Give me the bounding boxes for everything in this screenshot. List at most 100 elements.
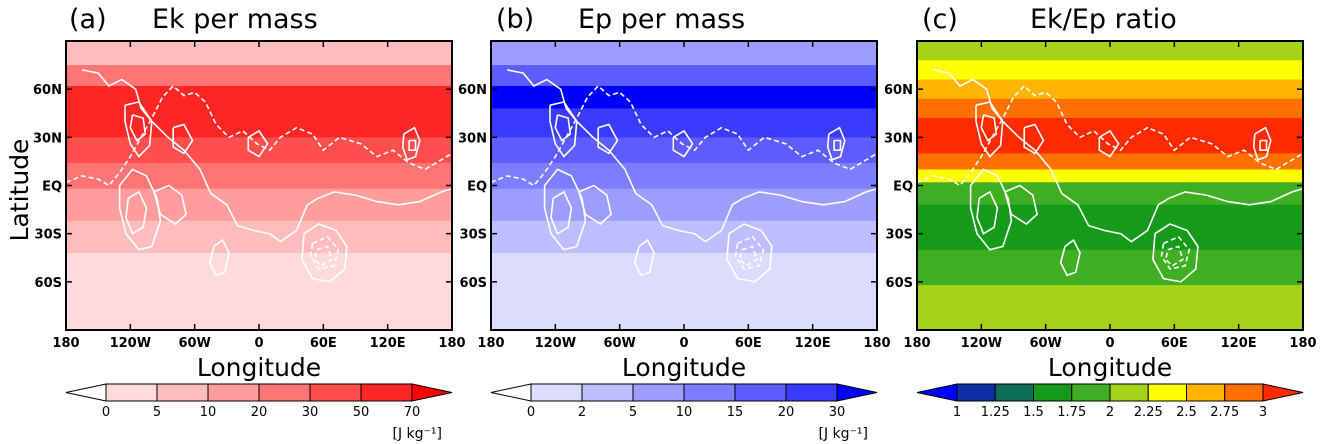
panel-label-c: (c) — [922, 4, 958, 35]
topography-contour — [1059, 238, 1081, 277]
colorbar-tick-label: 0 — [527, 405, 535, 420]
colorbar-segment — [994, 383, 1034, 402]
x-tick-label: 180 — [438, 336, 465, 351]
x-tick-label: 120W — [535, 336, 576, 351]
colorbar-segment — [156, 383, 209, 402]
topography-contour — [124, 101, 153, 158]
topography-contour — [506, 69, 877, 243]
colorbar-segment — [207, 383, 260, 402]
colorbar-tick-label: 5 — [153, 405, 161, 420]
topography-contour — [1164, 245, 1184, 267]
panel-c: (c) Ek/Ep ratio 180 120W 60W 0 60E 120E 180 60N… — [884, 4, 1317, 420]
colorbar-tick-label: 2.25 — [1134, 405, 1163, 420]
y-tick-label: 60S — [35, 276, 62, 291]
x-tick-label: 60E — [1161, 336, 1188, 351]
x-tick-label: 0 — [1105, 336, 1114, 351]
panel-title-b: Ep per mass — [578, 4, 745, 35]
heatmap-band — [917, 41, 1303, 61]
colorbar-arrow-low — [916, 383, 958, 402]
heatmap-band — [917, 285, 1303, 330]
topography-contour — [726, 223, 773, 283]
panel-b: (b) Ep per mass 180 120W 60W 0 60E 120E 180 60N… — [458, 4, 891, 442]
x-axis-title-a: Longitude — [197, 353, 321, 382]
topography-contour — [578, 184, 612, 226]
topography-contour — [734, 235, 765, 270]
x-tick-label: 180 — [903, 336, 930, 351]
topography-contours-c — [917, 69, 1303, 283]
heatmap-band — [66, 65, 452, 87]
heatmap-band — [66, 163, 452, 190]
topography-contour — [917, 84, 1303, 187]
colorbar-tick-label: 15 — [727, 405, 744, 420]
topography-contour — [833, 139, 842, 151]
colorbar-segment — [956, 383, 996, 402]
panel-title-c: Ek/Ep ratio — [1030, 4, 1177, 35]
topography-contour — [1160, 235, 1191, 270]
topography-contour — [118, 168, 162, 251]
x-tick-label: 0 — [679, 336, 688, 351]
topography-contour — [550, 190, 573, 235]
x-tick-label: 180 — [1289, 336, 1316, 351]
topography-contour — [153, 184, 187, 226]
topography-contour — [81, 69, 452, 243]
colorbar-tick-label: 3 — [1259, 405, 1267, 420]
topography-contour — [554, 114, 572, 142]
topography-contour — [1259, 139, 1268, 151]
colorbar-tick-label: 2.5 — [1176, 405, 1197, 420]
x-tick-label: 120W — [961, 336, 1002, 351]
colorbar-tick-label: 2 — [578, 405, 586, 420]
colorbar-tick-label: 1.75 — [1057, 405, 1086, 420]
heatmap-a — [66, 41, 452, 330]
topography-contour — [401, 126, 421, 161]
y-tick-label: 60N — [33, 83, 62, 98]
y-tick-label: 30S — [460, 228, 487, 243]
panel-a: (a) Ek per mass 180 120W 60W 0 60E 120E 180 60N… — [5, 4, 466, 442]
topography-contours-b — [491, 69, 877, 283]
colorbar-tick-label: 2 — [1106, 405, 1114, 420]
y-tick-label: 30N — [458, 131, 487, 146]
heatmap-band — [917, 79, 1303, 100]
heatmap-band — [66, 252, 452, 330]
axis-ticks-a: 180 120W 60W 0 60E 120E 180 60N 30N EQ 30S 60S — [33, 41, 466, 351]
x-tick-label: 0 — [254, 336, 263, 351]
colorbar-segment — [1071, 383, 1111, 402]
y-tick-label: 60N — [884, 83, 913, 98]
colorbar-segment — [1109, 383, 1149, 402]
colorbar-arrow-high — [836, 383, 878, 402]
topography-contour — [1152, 223, 1199, 283]
axis-ticks-b: 180 120W 60W 0 60E 120E 180 60N 30N EQ 30S 60S — [458, 41, 891, 351]
x-tick-label: 60W — [178, 336, 210, 351]
colorbar-segment — [530, 383, 583, 402]
topography-contour — [301, 223, 348, 283]
colorbar-segment — [258, 383, 311, 402]
colorbar-unit-b: [J kg⁻¹] — [819, 426, 869, 442]
axis-ticks-c: 180 120W 60W 0 60E 120E 180 60N 30N EQ 30S 60S — [884, 41, 1317, 351]
topography-contour — [129, 114, 147, 142]
topography-contour — [125, 190, 148, 235]
colorbar-tick-label: 20 — [778, 405, 795, 420]
colorbar-tick-label: 20 — [251, 405, 268, 420]
colorbar-segment — [309, 383, 362, 402]
heatmap-band — [917, 98, 1303, 119]
topography-contour — [826, 126, 846, 161]
topography-contour — [549, 101, 578, 158]
topography-contours-a — [66, 69, 452, 283]
topography-contour — [672, 129, 694, 158]
colorbar-segment — [683, 383, 736, 402]
topography-contour — [1023, 123, 1045, 155]
heatmap-band — [917, 60, 1303, 81]
topography-contour — [491, 84, 877, 187]
colorbar-arrow-low — [65, 383, 107, 402]
y-tick-label: 30N — [33, 131, 62, 146]
heatmap-band — [66, 85, 452, 110]
colorbar-segment — [1033, 383, 1073, 402]
y-tick-label: 60S — [886, 276, 913, 291]
heatmap-band — [917, 182, 1303, 206]
panel-label-a: (a) — [69, 4, 107, 35]
heatmap-band — [491, 108, 877, 138]
x-tick-label: 60E — [735, 336, 762, 351]
colorbar-arrow-high — [411, 383, 453, 402]
heatmap-band — [917, 153, 1303, 171]
colorbar-a: 0 5 10 20 30 50 70 — [65, 383, 453, 420]
